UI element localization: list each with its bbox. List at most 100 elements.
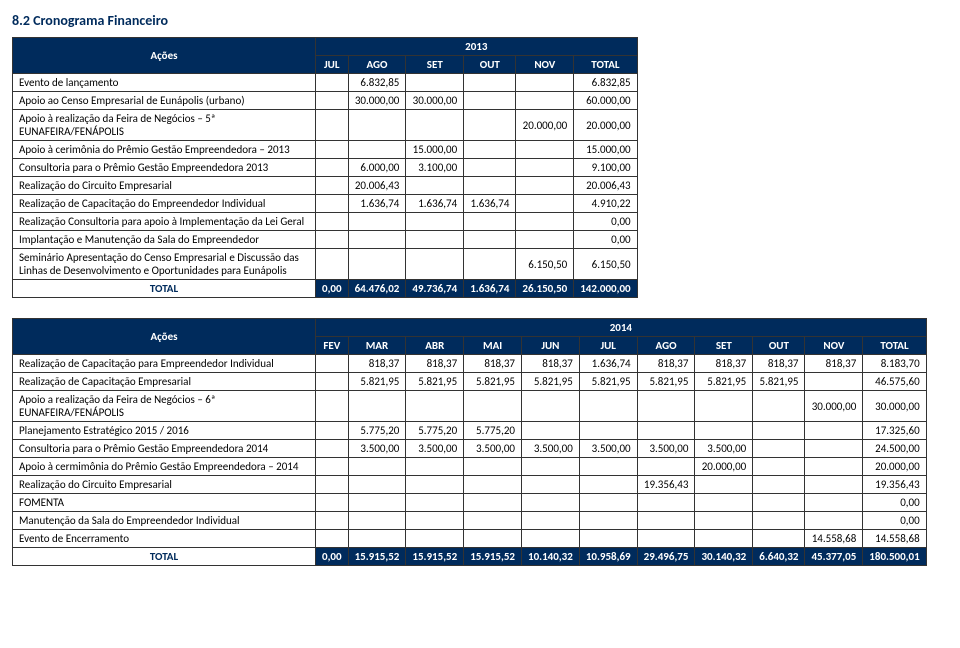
cell-value: 818,37 bbox=[348, 355, 406, 373]
cell-value bbox=[695, 530, 753, 548]
cell-value bbox=[753, 422, 805, 440]
table-row: Planejamento Estratégico 2015 / 2016 5.77… bbox=[13, 422, 927, 440]
cell-value bbox=[316, 373, 349, 391]
month-header: TOTAL bbox=[574, 56, 637, 74]
cell-value bbox=[753, 494, 805, 512]
cell-value bbox=[805, 494, 863, 512]
cell-value bbox=[464, 249, 516, 280]
cell-value bbox=[348, 512, 406, 530]
cell-value: 818,37 bbox=[637, 355, 695, 373]
cell-value bbox=[464, 231, 516, 249]
cell-value bbox=[406, 249, 464, 280]
table-row: Realização de Capacitação para Empreende… bbox=[13, 355, 927, 373]
cell-value bbox=[348, 458, 406, 476]
cell-value: 0,00 bbox=[863, 512, 926, 530]
month-header: MAR bbox=[348, 337, 406, 355]
month-header: JUL bbox=[316, 56, 349, 74]
cell-value: 818,37 bbox=[753, 355, 805, 373]
cell-value: 1.636,74 bbox=[406, 195, 464, 213]
cell-value bbox=[522, 512, 580, 530]
month-header: AGO bbox=[348, 56, 406, 74]
row-label: Realização de Capacitação Empresarial bbox=[13, 373, 316, 391]
cell-value bbox=[805, 458, 863, 476]
cell-value bbox=[316, 195, 349, 213]
cell-value: 19.356,43 bbox=[637, 476, 695, 494]
cell-value bbox=[464, 74, 516, 92]
cell-value: 3.500,00 bbox=[464, 440, 522, 458]
cell-value bbox=[753, 512, 805, 530]
cell-value: 5.775,20 bbox=[464, 422, 522, 440]
acoes-header-2013: Ações bbox=[13, 38, 316, 74]
cell-value: 20.006,43 bbox=[574, 177, 637, 195]
table-row: Realização do Circuito Empresarial19.356… bbox=[13, 476, 927, 494]
cell-value: 3.500,00 bbox=[522, 440, 580, 458]
month-header: MAI bbox=[464, 337, 522, 355]
cell-value bbox=[516, 177, 574, 195]
total-cell: 15.915,52 bbox=[406, 548, 464, 566]
cell-value bbox=[753, 440, 805, 458]
cell-value bbox=[464, 92, 516, 110]
cell-value bbox=[348, 110, 406, 141]
cell-value: 0,00 bbox=[574, 231, 637, 249]
cell-value: 6.832,85 bbox=[574, 74, 637, 92]
month-header: FEV bbox=[316, 337, 349, 355]
cell-value bbox=[464, 141, 516, 159]
total-cell: 180.500,01 bbox=[863, 548, 926, 566]
cell-value: 6.832,85 bbox=[348, 74, 406, 92]
table-row: Realização Consultoria para apoio à Impl… bbox=[13, 213, 638, 231]
cell-value bbox=[316, 440, 349, 458]
table-row: Apoio à cermimônia do Prêmio Gestão Empr… bbox=[13, 458, 927, 476]
cell-value bbox=[316, 476, 349, 494]
cell-value bbox=[695, 391, 753, 422]
total-label: TOTAL bbox=[13, 280, 316, 298]
cell-value: 30.000,00 bbox=[406, 92, 464, 110]
cell-value bbox=[406, 512, 464, 530]
cell-value: 5.821,95 bbox=[637, 373, 695, 391]
total-cell: 10.140,32 bbox=[522, 548, 580, 566]
cell-value bbox=[579, 422, 637, 440]
cell-value bbox=[406, 74, 464, 92]
cell-value: 5.821,95 bbox=[753, 373, 805, 391]
total-label: TOTAL bbox=[13, 548, 316, 566]
cell-value: 5.821,95 bbox=[695, 373, 753, 391]
total-cell: 15.915,52 bbox=[348, 548, 406, 566]
month-header: JUN bbox=[522, 337, 580, 355]
row-label: Realização de Capacitação para Empreende… bbox=[13, 355, 316, 373]
row-label: Planejamento Estratégico 2015 / 2016 bbox=[13, 422, 316, 440]
cell-value bbox=[406, 110, 464, 141]
row-label: FOMENTA bbox=[13, 494, 316, 512]
cell-value: 6.150,50 bbox=[574, 249, 637, 280]
cell-value bbox=[464, 494, 522, 512]
cell-value: 6.150,50 bbox=[516, 249, 574, 280]
row-label: Apoio à cerimônia do Prêmio Gestão Empre… bbox=[13, 141, 316, 159]
cell-value bbox=[406, 391, 464, 422]
table-row: Apoio ao Censo Empresarial de Eunápolis … bbox=[13, 92, 638, 110]
month-header: SET bbox=[695, 337, 753, 355]
cell-value bbox=[516, 74, 574, 92]
cell-value bbox=[464, 458, 522, 476]
total-cell: 0,00 bbox=[316, 280, 349, 298]
cell-value: 5.821,95 bbox=[522, 373, 580, 391]
cell-value bbox=[348, 391, 406, 422]
cell-value bbox=[522, 458, 580, 476]
cell-value bbox=[637, 391, 695, 422]
cell-value bbox=[316, 110, 349, 141]
table-row: Apoio à realização da Feira de Negócios … bbox=[13, 110, 638, 141]
total-cell: 0,00 bbox=[316, 548, 349, 566]
cell-value bbox=[406, 494, 464, 512]
cell-value: 818,37 bbox=[406, 355, 464, 373]
cell-value bbox=[348, 530, 406, 548]
table-row: FOMENTA0,00 bbox=[13, 494, 927, 512]
cell-value bbox=[516, 141, 574, 159]
row-label: Realização Consultoria para apoio à Impl… bbox=[13, 213, 316, 231]
cell-value: 20.000,00 bbox=[574, 110, 637, 141]
year-header-2014: 2014 bbox=[316, 319, 927, 337]
table-row: Consultoria para o Prêmio Gestão Empreen… bbox=[13, 440, 927, 458]
cell-value bbox=[316, 213, 349, 231]
cell-value: 818,37 bbox=[522, 355, 580, 373]
cell-value bbox=[753, 458, 805, 476]
acoes-header-2014: Ações bbox=[13, 319, 316, 355]
year-header-2013: 2013 bbox=[316, 38, 638, 56]
section-title: 8.2 Cronograma Financeiro bbox=[12, 12, 948, 29]
total-cell: 26.150,50 bbox=[516, 280, 574, 298]
